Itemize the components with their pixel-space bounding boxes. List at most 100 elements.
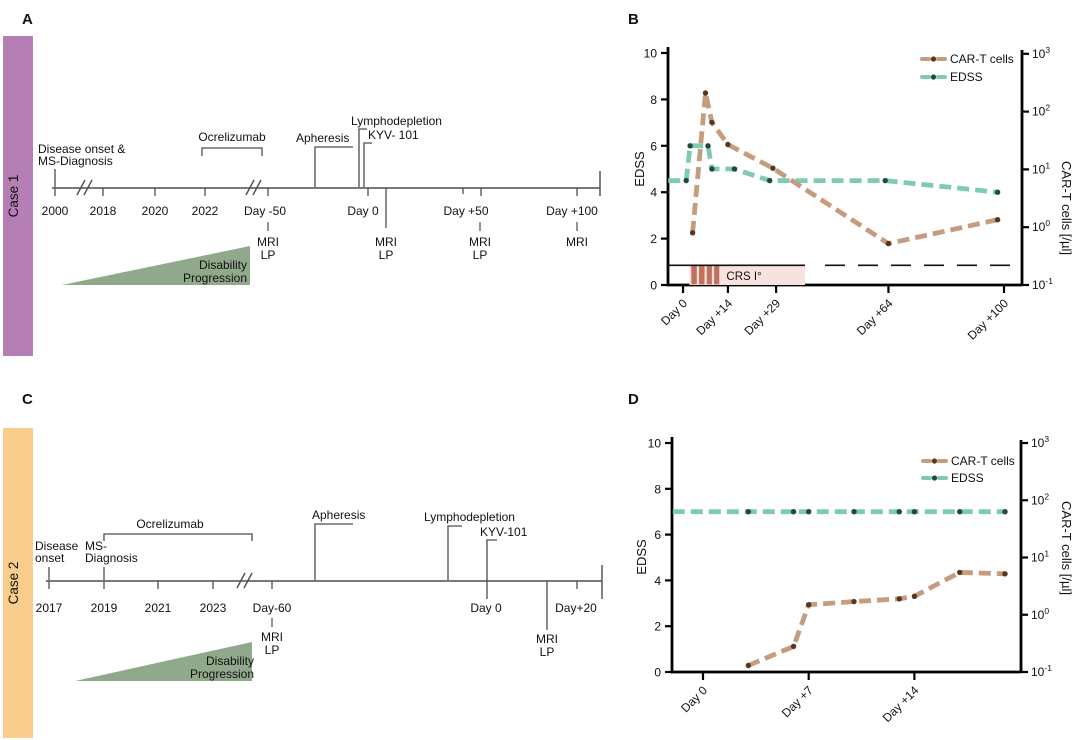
y-tick-right-label: 102 bbox=[1031, 491, 1049, 507]
lp-label: LP bbox=[265, 643, 280, 657]
mri-label: MRI bbox=[566, 235, 588, 249]
ocrelizumab-bracket bbox=[201, 147, 263, 156]
lp-label: LP bbox=[540, 645, 555, 659]
kyv101-label: KYV-101 bbox=[480, 525, 528, 539]
timeline-ticks bbox=[48, 581, 578, 589]
panel-d: D EDSS CAR-T cells [/µl] CAR-T cells EDS… bbox=[628, 391, 1074, 725]
legend: CAR-T cells EDSS bbox=[921, 454, 1015, 485]
ms-diagnosis-label-line1: MS- bbox=[85, 539, 107, 553]
legend-label-cart: CAR-T cells bbox=[951, 454, 1015, 468]
mri-lp-day15: MRI LP bbox=[536, 581, 558, 659]
panel-c-letter: C bbox=[22, 391, 33, 408]
data-point-CAR-T cells bbox=[702, 90, 709, 96]
y-axis-title-right: CAR-T cells [/µl] bbox=[1059, 161, 1074, 255]
lp-label: LP bbox=[261, 248, 276, 262]
data-point-CAR-T cells bbox=[790, 643, 797, 650]
data-point-EDSS bbox=[994, 189, 1001, 195]
mri-label: MRI bbox=[536, 632, 558, 646]
lymphodepletion-label: Lymphodepletion bbox=[351, 114, 442, 128]
data-point-EDSS bbox=[683, 177, 689, 184]
y-tick-right-label: 103 bbox=[1032, 45, 1050, 61]
crs-label: CRS I° bbox=[726, 271, 761, 283]
y-axis-title-left: EDSS bbox=[632, 151, 647, 187]
y-tick-right-label: 103 bbox=[1031, 434, 1049, 450]
y-tick-right-label: 10-1 bbox=[1032, 276, 1053, 292]
kyv101-marker bbox=[486, 539, 497, 599]
lp-label: LP bbox=[379, 248, 394, 262]
y-tick-left-label: 6 bbox=[654, 528, 661, 542]
ms-diagnosis-label-line2: Diagnosis bbox=[85, 551, 138, 565]
crs-bar bbox=[699, 265, 705, 285]
y-tick-right-label: 100 bbox=[1032, 218, 1050, 234]
data-point-CAR-T cells bbox=[725, 141, 731, 148]
data-point-CAR-T cells bbox=[994, 217, 1001, 223]
legend-label-edss: EDSS bbox=[950, 70, 983, 84]
case2-label: Case 2 bbox=[6, 562, 21, 605]
data-point-CAR-T cells bbox=[896, 596, 902, 602]
panel-a-letter: A bbox=[22, 11, 33, 28]
data-point-EDSS bbox=[806, 509, 812, 515]
data-point-EDSS bbox=[911, 509, 918, 515]
disease-onset-label-line2: MS-Diagnosis bbox=[38, 154, 113, 168]
tick-label-day0: Day 0 bbox=[347, 204, 379, 218]
tick-label-2022: 2022 bbox=[192, 204, 219, 218]
mri-label: MRI bbox=[257, 235, 279, 249]
apheresis-label: Apheresis bbox=[296, 131, 349, 145]
y-tick-left-label: 10 bbox=[648, 437, 662, 451]
legend-item-edss: EDSS bbox=[921, 471, 984, 485]
tick-label-day-60: Day-60 bbox=[253, 601, 292, 615]
mri-lp-day50: MRI LP bbox=[469, 222, 491, 262]
disability-label-line2: Progression bbox=[183, 271, 247, 285]
mri-label: MRI bbox=[261, 630, 283, 644]
tick-label-2023: 2023 bbox=[200, 601, 227, 615]
y-tick-left-label: 6 bbox=[650, 139, 657, 153]
tick-label-day50: Day +50 bbox=[443, 204, 488, 218]
lymphodepletion-label: Lymphodepletion bbox=[424, 510, 515, 524]
y-tick-left-label: 4 bbox=[650, 186, 657, 200]
data-point-CAR-T cells bbox=[709, 119, 715, 126]
crs-bar bbox=[691, 265, 697, 285]
apheresis-marker bbox=[314, 523, 353, 580]
y-tick-left-label: 0 bbox=[650, 279, 657, 293]
cart-dot-icon bbox=[930, 56, 937, 62]
mri-day100: MRI bbox=[566, 222, 588, 249]
tick-label-day-50: Day -50 bbox=[244, 204, 286, 218]
x-tick-label: Day +14 bbox=[880, 683, 922, 725]
disease-onset-label-line2: onset bbox=[35, 551, 65, 565]
axis-break-2 bbox=[245, 179, 262, 196]
disease-onset-label-line1: Disease bbox=[35, 539, 79, 553]
y-tick-right-label: 10-1 bbox=[1031, 663, 1052, 679]
case1-label: Case 1 bbox=[6, 175, 21, 218]
data-point-CAR-T cells bbox=[851, 598, 857, 605]
x-tick-label: Day +64 bbox=[854, 296, 896, 338]
data-point-EDSS bbox=[767, 177, 773, 184]
data-point-EDSS bbox=[896, 509, 902, 515]
case1-color-bar bbox=[3, 36, 33, 356]
crs-bar bbox=[706, 265, 712, 285]
data-point-CAR-T cells bbox=[1002, 571, 1008, 577]
data-point-EDSS bbox=[745, 509, 751, 515]
y-tick-right-label: 101 bbox=[1031, 549, 1049, 565]
x-tick-label: Day +29 bbox=[741, 296, 783, 338]
crs-bar bbox=[714, 265, 720, 285]
y-tick-right-label: 101 bbox=[1032, 160, 1050, 176]
ocrelizumab-bracket bbox=[103, 533, 253, 541]
disability-label-line2: Progression bbox=[190, 667, 254, 681]
data-point-CAR-T cells bbox=[689, 230, 696, 236]
data-point-CAR-T cells bbox=[745, 662, 751, 669]
tick-label-2020: 2020 bbox=[142, 204, 169, 218]
axis-break-1 bbox=[76, 179, 93, 196]
y-tick-left-label: 2 bbox=[654, 620, 661, 634]
data-point-EDSS bbox=[687, 143, 693, 149]
mri-label: MRI bbox=[469, 235, 491, 249]
data-point-CAR-T cells bbox=[770, 165, 776, 171]
legend-label-cart: CAR-T cells bbox=[950, 52, 1014, 66]
series-line-CAR-T cells bbox=[747, 570, 1006, 668]
lymphodepletion-marker bbox=[447, 525, 462, 580]
y-tick-left-label: 4 bbox=[654, 574, 661, 588]
series-line-EDSS bbox=[668, 143, 998, 195]
data-point-EDSS bbox=[705, 143, 711, 149]
data-point-EDSS bbox=[790, 509, 797, 515]
y-axis-title-left: EDSS bbox=[634, 539, 649, 575]
data-point-CAR-T cells bbox=[806, 602, 812, 608]
